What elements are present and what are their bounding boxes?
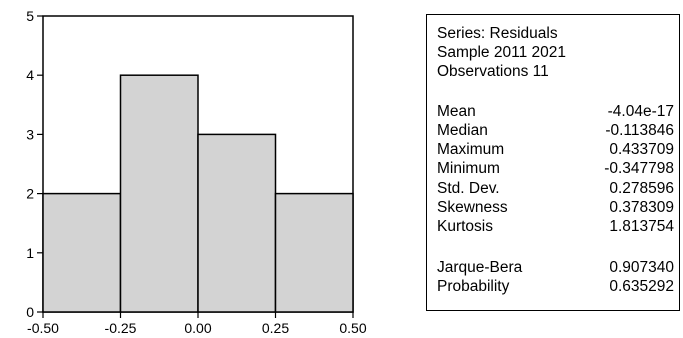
y-tick-label-4: 4: [26, 67, 34, 83]
y-tick-label-1: 1: [26, 245, 34, 261]
stat-label: Kurtosis: [437, 218, 493, 235]
y-tick-label-0: 0: [26, 304, 34, 320]
stat-label: Minimum: [437, 160, 500, 177]
histogram-bar-3: [274, 192, 354, 313]
y-tick-label-5: 5: [26, 8, 34, 24]
stat-label: Maximum: [437, 141, 505, 158]
stat-label: Std. Dev.: [437, 180, 500, 197]
stat-label: Probability: [437, 278, 510, 295]
histogram-bar-1: [119, 74, 199, 313]
stat-value: -4.04e-17: [607, 103, 674, 120]
x-tick-label-1: -0.25: [105, 320, 137, 336]
stat-value: 0.433709: [609, 141, 674, 158]
histogram-chart: 0 1 2 3 4 5 -0.50 -0.25 0.00 0.25 0.50: [26, 8, 367, 336]
descriptive-statistics-box: Series: Residuals Sample 2011 2021 Obser…: [426, 14, 680, 311]
stat-label: Jarque-Bera: [437, 259, 523, 276]
stat-label: Mean: [437, 103, 476, 120]
histogram-bar-0: [42, 192, 122, 313]
histogram-bar-2: [197, 133, 277, 313]
stat-value: -0.347798: [604, 160, 674, 177]
series-label: Series: Residuals: [437, 25, 558, 42]
x-tick-label-3: 0.25: [262, 320, 289, 336]
sample-label: Sample 2011 2021: [437, 44, 566, 61]
stat-value: 0.635292: [609, 278, 674, 295]
stat-label: Median: [437, 122, 488, 139]
stat-value: 1.813754: [609, 218, 674, 235]
x-tick-label-4: 0.50: [339, 320, 366, 336]
y-tick-label-3: 3: [26, 126, 34, 142]
x-tick-label-0: -0.50: [27, 320, 59, 336]
stat-label: Skewness: [437, 199, 508, 216]
stat-value: -0.113846: [605, 122, 674, 139]
stat-value: 0.378309: [609, 199, 674, 216]
stat-value: 0.907340: [609, 259, 674, 276]
observations-label: Observations 11: [437, 63, 549, 80]
stat-value: 0.278596: [609, 180, 674, 197]
x-tick-label-2: 0.00: [184, 320, 211, 336]
y-tick-label-2: 2: [26, 186, 34, 202]
